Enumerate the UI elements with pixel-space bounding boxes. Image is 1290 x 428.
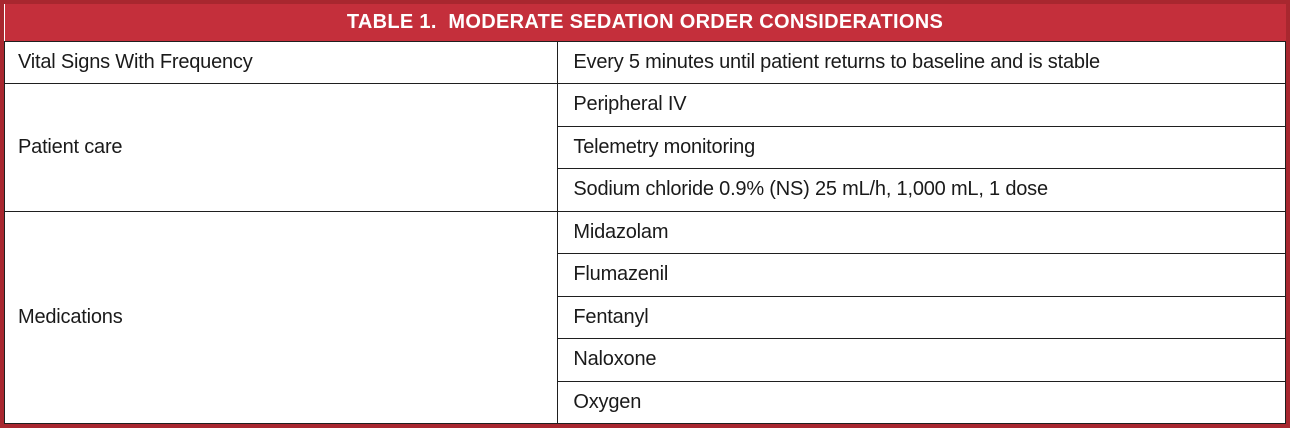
table-row: Naloxone: [5, 338, 1286, 382]
table-row: Medications Midazolam: [3, 210, 1286, 424]
table-row: Sodium chloride 0.9% (NS) 25 mL/h, 1,000…: [5, 168, 1286, 212]
value-cell: Sodium chloride 0.9% (NS) 25 mL/h, 1,000…: [557, 168, 1286, 212]
table-row: Patient care Peripheral IV: [3, 83, 1286, 212]
category-cell-medications: Medications: [3, 210, 559, 424]
value-cell: Naloxone: [557, 338, 1286, 382]
value-cell: Telemetry monitoring: [557, 125, 1286, 169]
value-cell: Every 5 minutes until patient returns to…: [557, 40, 1286, 84]
table-title: TABLE 1. MODERATE SEDATION ORDER CONSIDE…: [4, 4, 1286, 41]
table-row: Telemetry monitoring: [5, 125, 1286, 169]
table-row: Fentanyl: [5, 295, 1286, 339]
value-cell: Peripheral IV: [557, 83, 1286, 127]
value-cell: Oxygen: [557, 380, 1286, 424]
table-row: Oxygen: [5, 380, 1286, 424]
value-cell: Fentanyl: [557, 295, 1286, 339]
category-cell-patient-care: Patient care: [3, 83, 559, 212]
value-cell: Midazolam: [557, 210, 1286, 254]
category-cell-vital-signs: Vital Signs With Frequency: [3, 40, 559, 84]
table-row: Vital Signs With Frequency Every 5 minut…: [3, 40, 1286, 84]
table-grid: TABLE 1. MODERATE SEDATION ORDER CONSIDE…: [3, 4, 1286, 424]
table-header-row: TABLE 1. MODERATE SEDATION ORDER CONSIDE…: [4, 4, 1286, 41]
value-cell: Flumazenil: [557, 253, 1286, 297]
